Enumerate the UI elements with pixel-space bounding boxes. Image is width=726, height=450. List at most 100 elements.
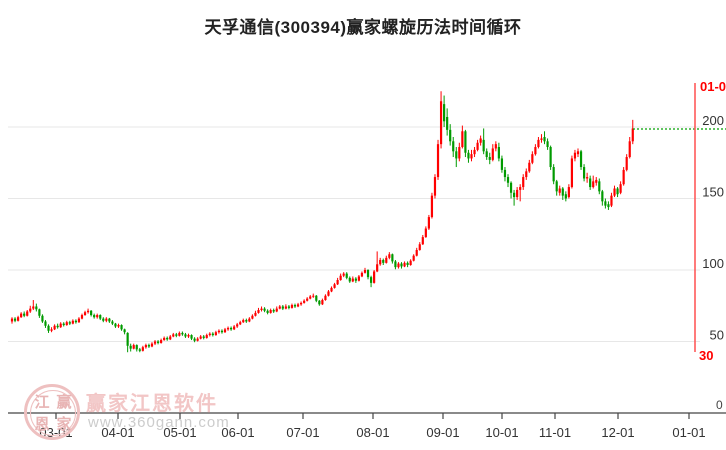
candle-body (90, 310, 93, 316)
candle-body (208, 333, 211, 336)
candle-body (175, 334, 178, 336)
spiral-cycle-date-label: 01-0 (700, 79, 726, 94)
candle-body (589, 178, 592, 188)
candle-body (59, 323, 62, 328)
candle-body (263, 308, 266, 311)
candle-body (147, 345, 151, 347)
candle-body (479, 138, 482, 143)
candle-body (631, 128, 634, 142)
candle-body (439, 101, 443, 145)
candle-body (406, 262, 409, 265)
seal-char: 家 (56, 415, 72, 433)
candle-body (552, 167, 555, 182)
candle-body (586, 177, 589, 179)
candle-body (421, 237, 424, 245)
candle-body (500, 158, 504, 170)
candle-body (233, 326, 236, 330)
candle-body (491, 148, 494, 160)
candle-body (412, 255, 415, 261)
candle-body (239, 322, 242, 325)
candle-body (245, 320, 248, 322)
candle-body (494, 144, 497, 149)
chart-title: 天孚通信(300394)赢家螺旋历法时间循环 (204, 18, 522, 37)
candle-body (117, 325, 120, 327)
candle-body (260, 308, 263, 311)
candle-body (211, 333, 214, 336)
candle-body (525, 171, 528, 178)
candle-body (561, 188, 564, 196)
y-tick-label: 50 (710, 328, 724, 343)
candle-body (150, 343, 154, 347)
candle-body (369, 277, 373, 283)
candle-body (47, 325, 50, 331)
candle-body (266, 310, 269, 313)
candle-body (318, 300, 321, 305)
candle-body (290, 305, 294, 308)
candle-body (424, 228, 427, 238)
candle-body (604, 201, 607, 206)
candle-body (567, 187, 570, 198)
candle-body (312, 295, 315, 297)
candle-body (342, 273, 345, 276)
candle-body (248, 318, 251, 322)
candle-body (293, 305, 297, 307)
candle-body (205, 335, 208, 338)
candle-body (497, 147, 500, 159)
candle-body (388, 254, 391, 258)
candle-body (579, 151, 583, 168)
candle-body (443, 104, 446, 122)
candles (10, 91, 634, 353)
candle-body (461, 131, 464, 148)
candle-body (485, 151, 488, 158)
candle-body (96, 315, 99, 318)
grid-and-yaxis: 200 150 100 50 (8, 113, 724, 343)
seal-char: 江 (34, 393, 50, 411)
y-tick-label: 100 (702, 256, 724, 271)
candle-body (464, 131, 467, 153)
candle-body (503, 169, 507, 178)
candle-body (433, 177, 437, 196)
candle-body (217, 330, 221, 333)
candle-body (516, 189, 519, 198)
candle-body (321, 300, 324, 305)
candle-body (330, 287, 333, 292)
candle-body (470, 154, 473, 159)
y-tick-label: 150 (702, 185, 724, 200)
candle-body (543, 137, 546, 142)
candle-body (601, 191, 604, 202)
x-tick-label: 01-01 (672, 425, 705, 440)
candle-body (549, 147, 552, 168)
candle-body (391, 254, 394, 262)
candle-body (56, 325, 59, 328)
candle-body (50, 329, 53, 331)
x-tick-label: 08-01 (356, 425, 389, 440)
candle-body (284, 306, 287, 309)
candle-body (269, 310, 272, 313)
candle-body (20, 313, 23, 318)
candle-body (336, 280, 339, 285)
candle-body (537, 139, 540, 148)
candle-body (613, 188, 616, 196)
candle-body (53, 325, 56, 330)
y-tick-label: 200 (702, 113, 724, 128)
candle-body (418, 244, 421, 250)
candle-body (400, 263, 403, 267)
candle-body (333, 284, 336, 288)
x-tick-label: 04-01 (101, 425, 134, 440)
x-tick-label: 10-01 (485, 425, 518, 440)
candle-body (488, 157, 491, 160)
candle-body (41, 315, 44, 322)
candle-body (160, 340, 163, 343)
candle-body (452, 141, 455, 152)
candle-body (26, 311, 29, 316)
candle-body (65, 322, 68, 326)
candle-body (102, 318, 105, 321)
candle-body (10, 318, 14, 322)
candle-body (394, 261, 397, 268)
candle-body (226, 327, 230, 330)
candle-body (13, 318, 17, 321)
candle-body (236, 324, 239, 327)
candle-body (573, 152, 577, 159)
